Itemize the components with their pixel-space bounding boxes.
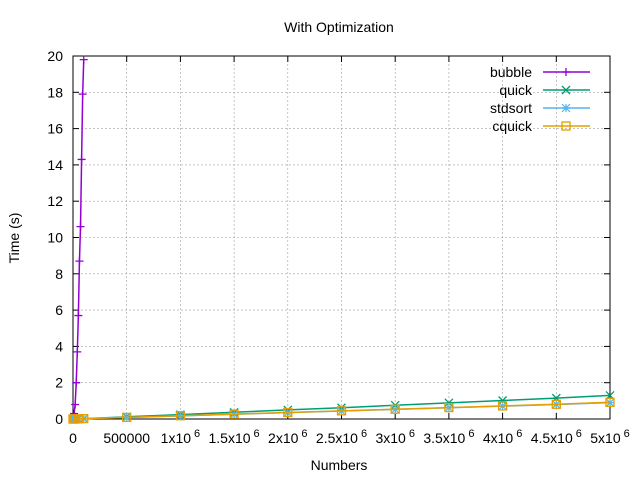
y-tick-label: 14 bbox=[47, 157, 63, 173]
legend-entry-quick: quick bbox=[499, 82, 590, 98]
legend-label: bubble bbox=[490, 64, 532, 80]
y-axis-label: Time (s) bbox=[6, 213, 22, 264]
x-tick-label: 4x10 6 bbox=[483, 428, 522, 446]
data-point-cquick bbox=[605, 397, 615, 407]
legend: bubble quick stdsort cquick bbox=[490, 64, 590, 134]
data-point-cquick bbox=[79, 413, 89, 424]
data-point-cquick bbox=[497, 401, 508, 411]
y-tick-label: 8 bbox=[55, 266, 63, 282]
data-point-bubble bbox=[74, 311, 83, 320]
data-point-cquick bbox=[122, 412, 132, 423]
data-point-bubble bbox=[78, 90, 87, 99]
data-series bbox=[68, 55, 615, 424]
data-point-cquick bbox=[336, 406, 347, 416]
data-point-cquick bbox=[283, 407, 293, 418]
data-point-bubble bbox=[77, 155, 86, 164]
data-point-bubble bbox=[76, 222, 85, 231]
y-tick-label: 16 bbox=[47, 121, 63, 137]
series-cquick bbox=[68, 397, 615, 424]
chart-title: With Optimization bbox=[284, 19, 394, 35]
legend-marker-cquick bbox=[561, 121, 571, 131]
x-axis-label: Numbers bbox=[311, 457, 368, 473]
y-tick-label: 6 bbox=[55, 302, 63, 318]
data-point-bubble bbox=[72, 378, 81, 387]
data-point-cquick bbox=[73, 414, 84, 424]
data-point-bubble bbox=[73, 347, 82, 356]
data-point-cquick bbox=[444, 402, 454, 413]
data-point-cquick bbox=[390, 404, 400, 414]
data-point-bubble bbox=[71, 400, 80, 409]
grid-lines bbox=[73, 56, 610, 419]
y-tick-label: 4 bbox=[55, 338, 63, 354]
legend-entry-cquick: cquick bbox=[492, 118, 590, 134]
y-tick-label: 20 bbox=[47, 48, 63, 64]
legend-entry-stdsort: stdsort bbox=[490, 100, 590, 116]
y-tick-label: 10 bbox=[47, 230, 63, 246]
x-tick-label: 5x10 6 bbox=[590, 428, 629, 446]
y-tick-label: 0 bbox=[55, 411, 63, 427]
y-tick-label: 12 bbox=[47, 193, 63, 209]
legend-label: quick bbox=[499, 82, 533, 98]
data-point-cquick bbox=[175, 411, 186, 421]
data-point-cquick bbox=[229, 409, 239, 419]
series-line-cquick bbox=[73, 401, 611, 420]
x-tick-label: 0 bbox=[69, 430, 77, 446]
legend-entry-bubble: bubble bbox=[490, 64, 590, 80]
x-tick-label: 4.5x10 6 bbox=[531, 428, 582, 446]
x-tick-label: 2x10 6 bbox=[268, 428, 307, 446]
x-tick-label: 1.5x10 6 bbox=[209, 428, 260, 446]
legend-marker-bubble bbox=[562, 68, 570, 76]
x-tick-label: 3.5x10 6 bbox=[423, 428, 474, 446]
x-tick-label: 2.5x10 6 bbox=[316, 428, 367, 446]
data-point-bubble bbox=[75, 257, 84, 266]
y-tick-label: 2 bbox=[55, 375, 63, 391]
legend-marker-quick bbox=[561, 85, 571, 95]
y-tick-label: 18 bbox=[47, 84, 63, 100]
data-point-bubble bbox=[79, 55, 88, 64]
legend-marker-stdsort bbox=[561, 103, 571, 113]
x-tick-label: 3x10 6 bbox=[375, 428, 414, 446]
axis-ticks: 0 2 4 6 8 10 12 14 16 18 20 0 500000 1x10 6 1.5x10 6 2x10… bbox=[47, 48, 629, 446]
legend-label: cquick bbox=[492, 118, 533, 134]
x-tick-label: 500000 bbox=[103, 430, 150, 446]
data-point-cquick bbox=[551, 399, 561, 409]
x-tick-label: 1x10 6 bbox=[161, 428, 200, 446]
legend-label: stdsort bbox=[490, 100, 532, 116]
